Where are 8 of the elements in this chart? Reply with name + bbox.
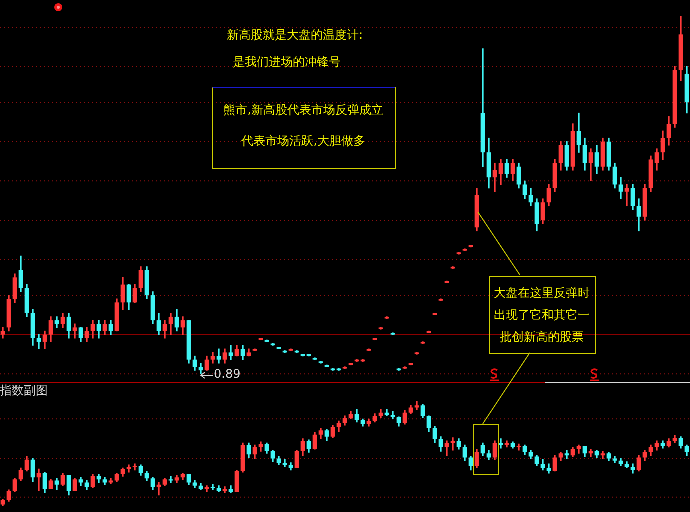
candlestick — [36, 334, 42, 350]
annotation: 0.89 — [214, 367, 241, 382]
annotation: 是我们进场的冲锋号 — [233, 55, 341, 70]
text: 熊市,新高股代表市场反弹成立代表市场活跃,大胆做多 — [224, 103, 384, 148]
candlestick — [492, 162, 498, 192]
candlestick — [624, 184, 630, 207]
chart-title: 指数副图 — [0, 383, 48, 398]
annotation: 新高股就是大盘的温度计: — [226, 28, 364, 42]
